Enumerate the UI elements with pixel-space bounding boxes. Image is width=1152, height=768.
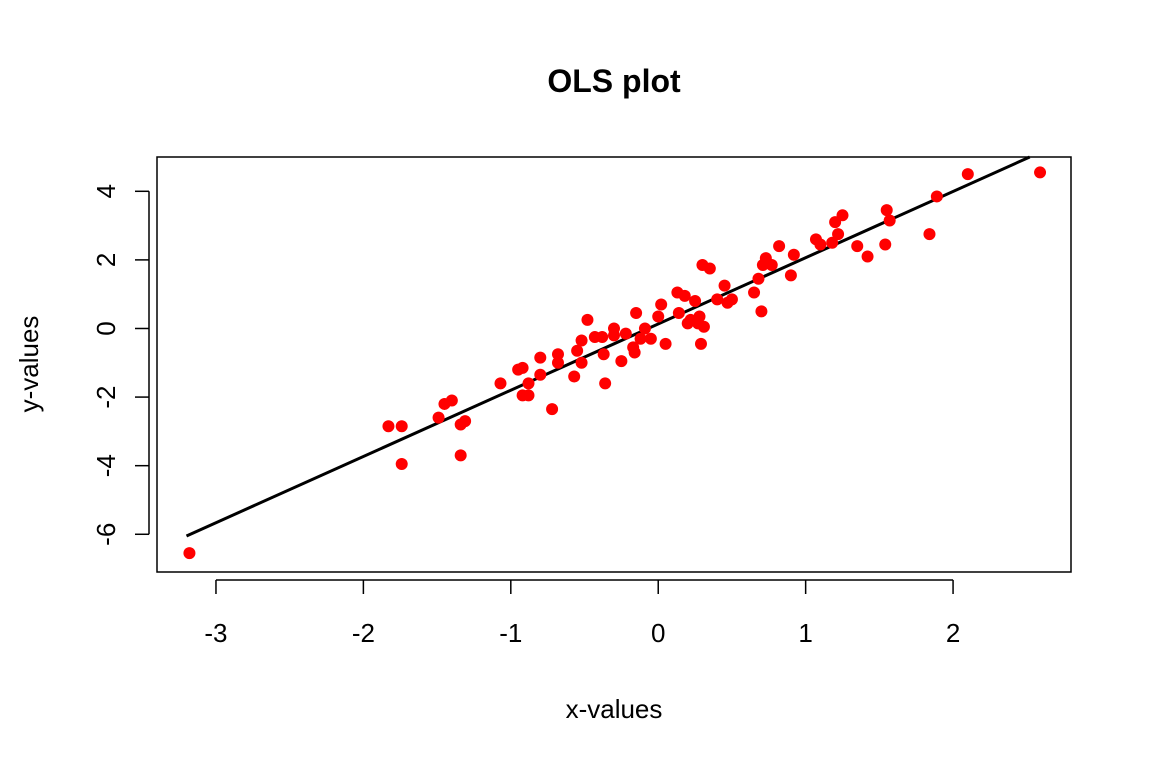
data-point	[826, 236, 839, 249]
data-point	[551, 356, 564, 369]
data-point	[546, 403, 559, 416]
data-point	[644, 332, 657, 345]
y-tick-label: 2	[91, 253, 121, 267]
data-point	[718, 279, 731, 292]
x-tick-label: 2	[946, 618, 960, 648]
data-point	[814, 238, 827, 251]
data-point	[652, 310, 665, 323]
data-point	[672, 307, 685, 320]
data-points	[183, 166, 1047, 560]
data-point	[678, 289, 691, 302]
data-point	[923, 228, 936, 241]
data-point	[630, 307, 643, 320]
data-point	[711, 293, 724, 306]
x-tick-label: 0	[651, 618, 665, 648]
data-point	[836, 209, 849, 222]
data-point	[534, 368, 547, 381]
data-point	[395, 457, 408, 470]
data-point	[773, 240, 786, 253]
data-point	[930, 190, 943, 203]
data-point	[395, 420, 408, 433]
data-point	[883, 214, 896, 227]
data-point	[755, 305, 768, 318]
data-point	[697, 320, 710, 333]
data-point	[748, 286, 761, 299]
y-tick-label: 0	[91, 321, 121, 335]
chart-title: OLS plot	[547, 63, 681, 99]
y-tick-label: 4	[91, 184, 121, 198]
data-point	[689, 295, 702, 308]
data-point	[597, 348, 610, 361]
data-point	[551, 348, 564, 361]
data-point	[522, 389, 535, 402]
data-point	[445, 394, 458, 407]
data-point	[619, 327, 632, 340]
data-point	[599, 377, 612, 390]
data-point	[568, 370, 581, 383]
data-point	[752, 272, 765, 285]
data-point	[787, 248, 800, 261]
y-axis-label: y-values	[14, 316, 44, 413]
data-point	[608, 329, 620, 342]
data-point	[522, 377, 535, 390]
data-point	[494, 377, 507, 390]
data-point	[765, 259, 778, 272]
x-axis: -3 -2 -1 0 1 2	[204, 579, 960, 648]
data-point	[638, 322, 651, 335]
data-point	[961, 168, 974, 181]
data-point	[655, 298, 668, 311]
plot-frame	[156, 156, 1072, 573]
y-axis: -6 -4 -2 0 2 4	[91, 184, 150, 546]
x-tick-label: 1	[798, 618, 812, 648]
data-point	[628, 346, 641, 359]
data-point	[634, 332, 647, 345]
data-point	[575, 334, 588, 347]
data-point	[183, 547, 196, 560]
data-point	[454, 449, 467, 462]
data-point	[784, 269, 797, 282]
y-tick-label: -6	[91, 523, 121, 546]
data-point	[516, 361, 529, 374]
data-point	[534, 351, 547, 364]
x-tick-label: -1	[499, 618, 522, 648]
x-axis-label: x-values	[566, 694, 663, 724]
data-point	[725, 293, 738, 306]
data-point	[571, 344, 584, 357]
data-point	[1034, 166, 1047, 179]
data-point	[575, 356, 588, 369]
data-point	[432, 411, 445, 424]
data-point	[581, 313, 594, 326]
data-point	[694, 337, 707, 350]
data-point	[879, 238, 892, 251]
data-point	[861, 250, 874, 263]
data-point	[703, 262, 716, 275]
x-tick-label: -3	[204, 618, 227, 648]
regression-line-group	[185, 155, 1031, 538]
y-tick-label: -2	[91, 386, 121, 409]
data-point	[382, 420, 395, 433]
data-point	[459, 415, 472, 428]
data-point	[615, 355, 628, 368]
data-point	[693, 310, 706, 323]
y-tick-label: -4	[91, 454, 121, 477]
regression-line	[185, 155, 1031, 538]
data-point	[880, 204, 893, 217]
data-point	[832, 228, 845, 241]
data-point	[851, 240, 864, 253]
data-point	[659, 337, 672, 350]
data-point	[596, 331, 609, 344]
x-tick-label: -2	[352, 618, 375, 648]
